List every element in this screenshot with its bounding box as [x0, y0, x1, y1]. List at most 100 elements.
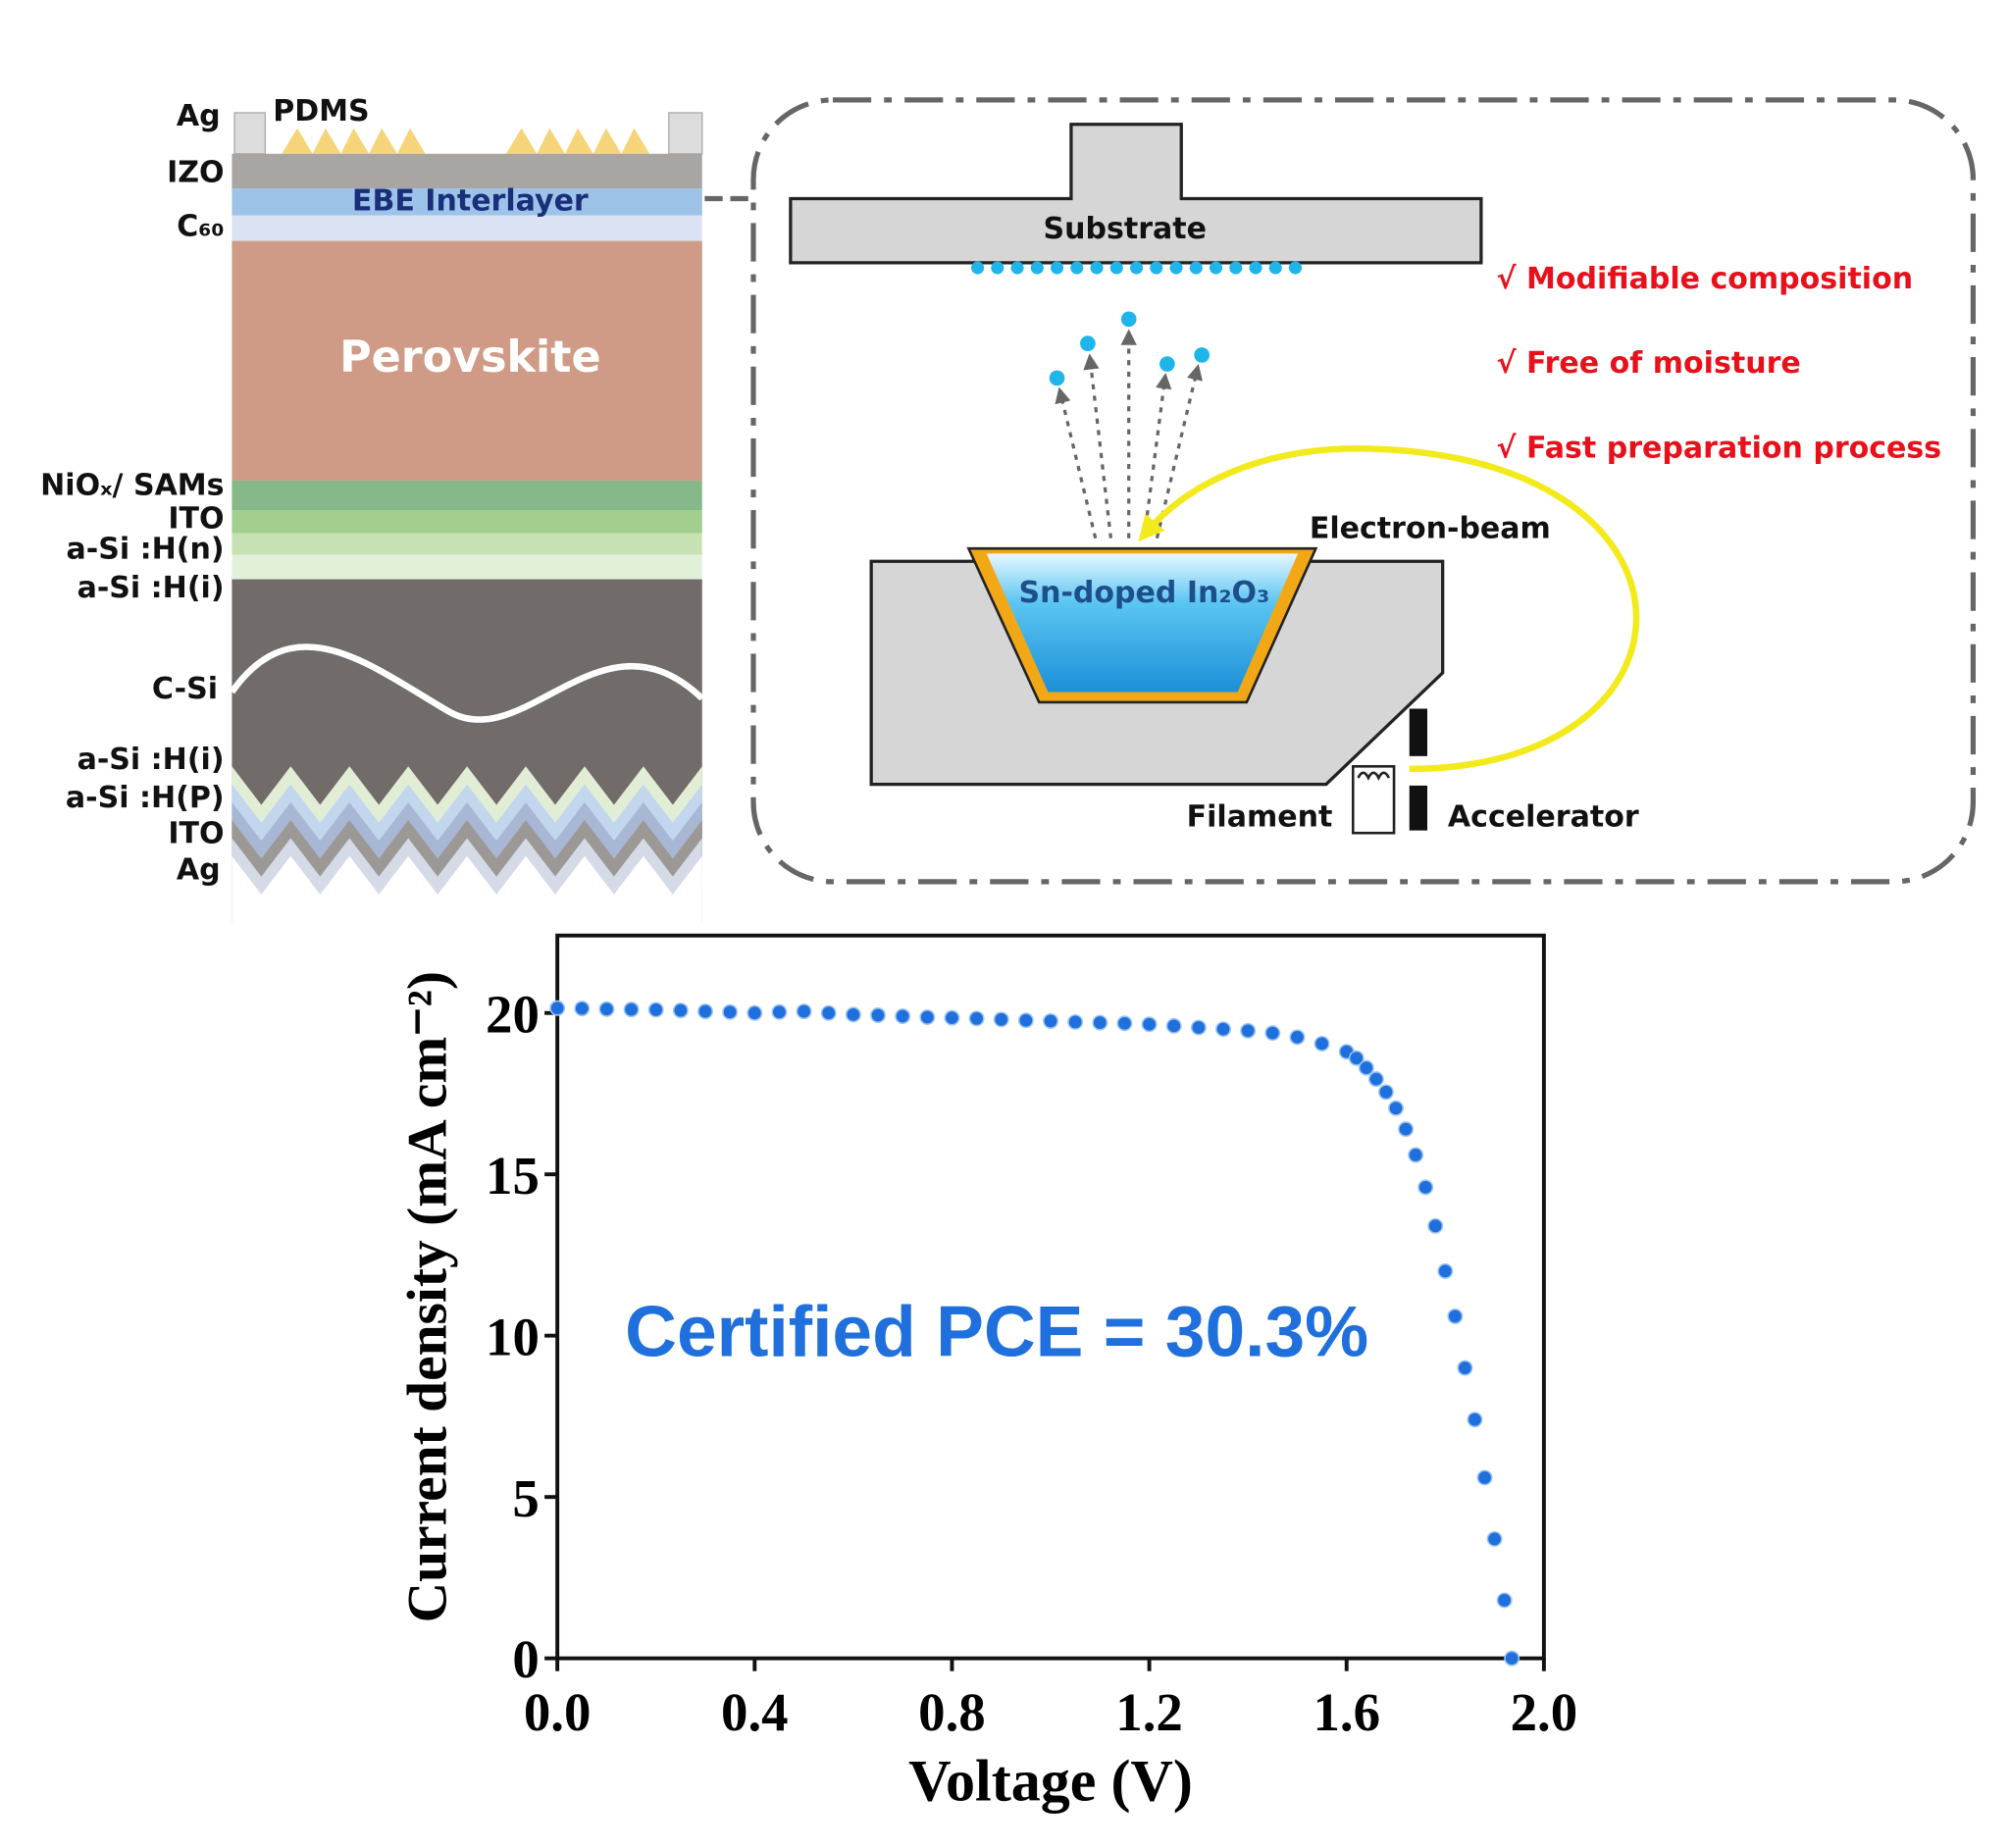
y-tick-label: 0 — [512, 1629, 539, 1689]
filament — [1351, 764, 1396, 835]
perovskite-layer — [232, 240, 702, 481]
data-point — [1398, 1121, 1415, 1138]
deposited-dot — [1189, 261, 1203, 275]
deposited-dot — [1288, 261, 1303, 275]
y-tick-label: 20 — [486, 984, 540, 1044]
data-point — [944, 1009, 960, 1026]
y-axis-label: Current density (mA cm⁻²) — [397, 971, 459, 1622]
textured-layers — [232, 766, 702, 930]
data-point — [820, 1004, 837, 1021]
deposited-dot — [1268, 261, 1282, 275]
jv-chart: 0.0 0.4 0.8 1.2 1.6 2.0 0 5 10 15 20 Voltage (V) Cur… — [397, 933, 1578, 1814]
data-point — [1447, 1308, 1464, 1324]
data-point — [1504, 1650, 1520, 1667]
deposited-dot — [971, 261, 985, 275]
data-point — [1358, 1059, 1374, 1076]
layer-label: ITO — [168, 501, 224, 536]
accelerator-plate — [1409, 708, 1428, 756]
x-tick-label: 2.0 — [1511, 1682, 1578, 1742]
data-point — [1348, 1050, 1365, 1066]
niox-layer — [232, 480, 702, 510]
layer-label: NiOₓ/ SAMs — [40, 468, 224, 502]
ag-contact — [233, 112, 267, 155]
data-point — [1190, 1019, 1207, 1036]
annotation: Certified PCE = 30.3% — [625, 1291, 1368, 1371]
data-point — [1388, 1100, 1404, 1116]
deposited-dots — [971, 261, 1303, 275]
data-point — [796, 1003, 812, 1020]
layer-label: C₆₀ — [177, 209, 224, 243]
data-point — [845, 1006, 861, 1023]
data-point — [574, 1001, 591, 1017]
deposited-dot — [1030, 261, 1044, 275]
izo-layer — [232, 153, 702, 189]
deposited-dot — [1010, 261, 1024, 275]
deposited-dot — [1090, 261, 1104, 275]
layer-label: ITO — [168, 817, 224, 851]
data-point — [647, 1001, 664, 1018]
feature-check: √ Fast preparation process — [1497, 431, 1942, 465]
substrate — [789, 123, 1483, 265]
deposited-dot — [1229, 261, 1243, 275]
data-point — [993, 1011, 1009, 1028]
data-point — [1377, 1084, 1394, 1101]
accelerator-label: Accelerator — [1448, 800, 1639, 835]
layer-label: a-Si :H(i) — [77, 743, 225, 777]
data-point — [747, 1004, 763, 1021]
data-point — [1457, 1360, 1473, 1376]
data-point — [672, 1002, 689, 1019]
accelerator-plate — [1409, 785, 1428, 831]
layer-label: C-Si — [152, 672, 218, 706]
data-point — [968, 1010, 985, 1027]
layer-label: Ag — [177, 99, 221, 133]
data-point — [1417, 1179, 1434, 1196]
ebe-layer — [232, 188, 702, 216]
data-point — [1092, 1014, 1108, 1031]
c60-layer — [232, 215, 702, 241]
source-label: Sn-doped In₂O₃ — [1018, 576, 1269, 610]
data-point — [1486, 1530, 1503, 1547]
deposited-dot — [991, 261, 1004, 275]
x-tick-label: 0.4 — [721, 1682, 789, 1742]
deposited-dot — [1169, 261, 1183, 275]
deposited-dot — [1249, 261, 1262, 275]
electron-beam — [1138, 445, 1640, 773]
data-point — [623, 1001, 640, 1018]
data-point — [1141, 1016, 1158, 1033]
layer-label: PDMS — [273, 94, 369, 128]
data-point — [1314, 1035, 1330, 1052]
data-point — [771, 1003, 788, 1020]
vapor-arrows — [1055, 329, 1203, 539]
data-point — [1437, 1262, 1454, 1279]
data-point — [895, 1008, 911, 1024]
data-point — [549, 1000, 566, 1016]
layer-label: IZO — [167, 156, 224, 190]
data-point — [1427, 1217, 1444, 1234]
deposited-dot — [1130, 261, 1144, 275]
evaporator-frame — [750, 97, 1977, 885]
data-point — [1067, 1013, 1084, 1030]
deposited-dot — [1051, 261, 1064, 275]
feature-check: √ Free of moisture — [1497, 346, 1801, 381]
data-point — [870, 1007, 886, 1023]
data-point — [1264, 1025, 1281, 1042]
data-point — [1476, 1469, 1493, 1486]
filament-label: Filament — [1187, 800, 1333, 835]
data-point — [1289, 1029, 1306, 1046]
background — [232, 855, 702, 930]
layer-label: Perovskite — [339, 333, 601, 383]
data-point — [1240, 1022, 1257, 1039]
layer-label: Ag — [177, 852, 221, 887]
data-point — [722, 1003, 739, 1020]
asi-i-layer — [232, 554, 702, 580]
beam-label: Electron-beam — [1310, 512, 1551, 546]
ag-contact — [668, 112, 703, 155]
layer-label: a-Si :H(P) — [66, 781, 225, 815]
feature-check: √ Modifiable composition — [1497, 262, 1914, 296]
deposited-dot — [1209, 261, 1223, 275]
data-point — [1017, 1012, 1034, 1029]
pdms-pyramids — [282, 128, 650, 154]
plot-frame — [555, 933, 1546, 1661]
